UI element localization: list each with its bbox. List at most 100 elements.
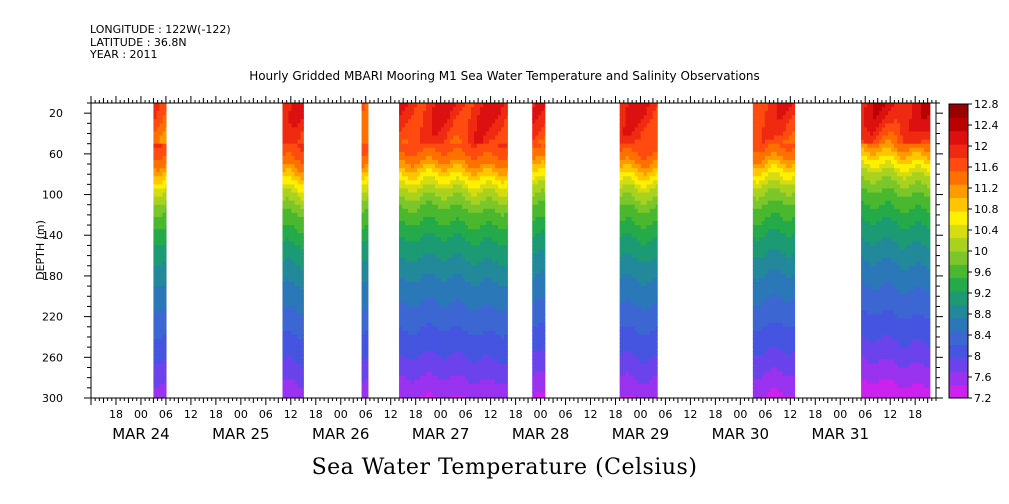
heatmap-cell	[367, 184, 369, 190]
heatmap-cell	[480, 233, 484, 238]
heatmap-cell	[634, 269, 639, 275]
heatmap-cell	[414, 249, 418, 255]
heatmap-cell	[643, 164, 648, 169]
heatmap-cell	[432, 277, 436, 283]
heatmap-cell	[634, 387, 639, 393]
heatmap-cell	[643, 115, 648, 120]
heatmap-cell	[447, 391, 451, 397]
heatmap-cell	[456, 363, 460, 369]
heatmap-cell	[456, 192, 460, 198]
heatmap-cell	[162, 367, 167, 373]
heatmap-cell	[495, 147, 499, 153]
heatmap-cell	[538, 290, 542, 295]
heatmap-cell	[399, 387, 403, 393]
heatmap-cell	[411, 351, 415, 356]
heatmap-cell	[652, 155, 657, 161]
heatmap-cell	[408, 151, 412, 157]
heatmap-cell	[477, 310, 481, 316]
heatmap-cell	[162, 229, 167, 234]
heatmap-cell	[408, 172, 412, 177]
heatmap-cell	[297, 135, 302, 141]
heatmap-cell	[535, 318, 539, 324]
heatmap-cell	[631, 395, 636, 398]
heatmap-cell	[288, 241, 293, 247]
heatmap-cell	[423, 347, 427, 352]
heatmap-cell	[153, 241, 158, 247]
heatmap-cell	[640, 147, 645, 153]
heatmap-cell	[156, 131, 161, 137]
heatmap-cell	[435, 245, 439, 251]
heatmap-cell	[450, 359, 454, 365]
heatmap-cell	[637, 139, 642, 145]
heatmap-cell	[165, 269, 167, 275]
heatmap-cell	[501, 330, 505, 336]
heatmap-cell	[405, 143, 409, 149]
heatmap-cell	[480, 151, 484, 157]
heatmap-cell	[411, 379, 415, 385]
heatmap-cell	[426, 115, 430, 120]
heatmap-cell	[294, 286, 299, 291]
heatmap-cell	[541, 229, 545, 234]
heatmap-cell	[495, 159, 499, 165]
heatmap-cell	[402, 351, 406, 356]
heatmap-cell	[535, 326, 539, 332]
heatmap-cell	[429, 143, 433, 149]
heatmap-cell	[297, 261, 302, 267]
heatmap-cell	[408, 383, 412, 389]
heatmap-cell	[465, 330, 469, 336]
heatmap-cell	[408, 135, 412, 141]
heatmap-cell	[477, 314, 481, 320]
heatmap-cell	[159, 395, 164, 398]
heatmap-cell	[361, 184, 366, 190]
heatmap-cell	[405, 310, 409, 316]
heatmap-cell	[447, 143, 451, 149]
heatmap-cell	[423, 273, 427, 279]
heatmap-cell	[414, 196, 418, 202]
heatmap-cell	[538, 265, 542, 271]
heatmap-cell	[453, 127, 457, 133]
heatmap-cell	[361, 290, 366, 295]
heatmap-cell	[507, 164, 508, 169]
heatmap-cell	[477, 176, 481, 181]
heatmap-cell	[535, 216, 539, 222]
heatmap-cell	[649, 326, 654, 332]
heatmap-cell	[399, 282, 403, 287]
heatmap-cell	[474, 241, 478, 247]
heatmap-cell	[643, 123, 648, 129]
heatmap-cell	[535, 233, 539, 238]
heatmap-cell	[538, 184, 542, 190]
heatmap-cell	[165, 212, 167, 218]
heatmap-cell	[649, 192, 654, 198]
heatmap-cell	[622, 103, 627, 108]
heatmap-cell	[450, 318, 454, 324]
heatmap-cell	[468, 318, 472, 324]
heatmap-cell	[282, 355, 287, 360]
heatmap-cell	[622, 135, 627, 141]
heatmap-cell	[492, 391, 496, 397]
heatmap-cell	[622, 111, 627, 116]
heatmap-cell	[628, 347, 633, 352]
heatmap-cell	[450, 103, 454, 108]
heatmap-cell	[501, 294, 505, 299]
heatmap-cell	[438, 269, 442, 275]
heatmap-cell	[634, 164, 639, 169]
heatmap-cell	[646, 294, 651, 299]
heatmap-cell	[297, 302, 302, 308]
heatmap-cell	[411, 237, 415, 242]
heatmap-cell	[432, 261, 436, 267]
heatmap-cell	[495, 188, 499, 194]
heatmap-cell	[450, 155, 454, 161]
heatmap-cell	[489, 127, 493, 133]
heatmap-cell	[411, 143, 415, 149]
heatmap-cell	[492, 290, 496, 295]
heatmap-cell	[532, 363, 536, 369]
heatmap-cell	[507, 298, 508, 303]
heatmap-cell	[153, 359, 158, 365]
heatmap-cell	[411, 326, 415, 332]
heatmap-cell	[471, 188, 475, 194]
heatmap-cell	[634, 111, 639, 116]
heatmap-cell	[411, 155, 415, 161]
heatmap-cell	[477, 212, 481, 218]
heatmap-cell	[492, 273, 496, 279]
heatmap-cell	[156, 216, 161, 222]
